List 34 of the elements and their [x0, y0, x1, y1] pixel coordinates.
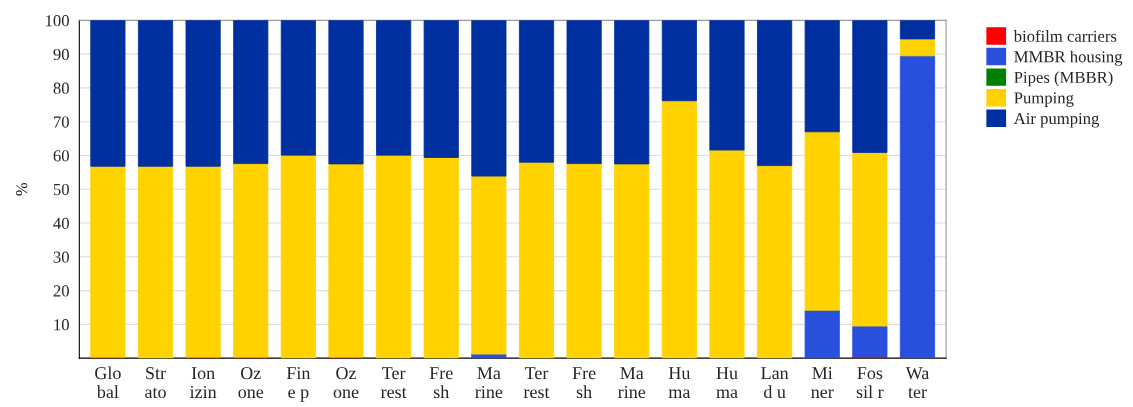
y-tick-label: 90 [53, 48, 69, 61]
y-tick-label: 20 [53, 285, 69, 297]
x-tick-label: Fin e p [286, 367, 311, 402]
x-tick-label: Ma rine [475, 367, 503, 399]
legend-label: MMBR housing [1014, 50, 1123, 66]
y-tick-label: 70 [54, 116, 69, 128]
y-tick-label: 100 [46, 15, 69, 27]
y-tick-label: 10 [54, 319, 69, 331]
x-tick-label: Mi ner [811, 367, 834, 399]
x-tick-label: Oz one [333, 367, 359, 399]
x-tick-label: Fre sh [572, 367, 596, 399]
x-tick-label: Str ato [145, 367, 166, 399]
y-tick-label: 50 [53, 183, 69, 196]
x-tick-label: Wa ter [905, 367, 930, 399]
x-tick-label: Fos sil r [856, 367, 884, 399]
x-tick-label: Lan d u [761, 367, 789, 399]
y-tick-label: 80 [53, 82, 69, 94]
x-tick-label: Glo bal [95, 366, 121, 399]
x-tick-label: Ma rine [618, 367, 646, 399]
legend-label: Pumping [1014, 92, 1074, 107]
legend-label: biofilm carriers [1013, 29, 1117, 42]
y-tick-label: 30 [53, 251, 69, 263]
x-tick-label: Oz one [238, 367, 264, 399]
x-tick-label: Ter rest [380, 367, 407, 399]
x-tick-label: Hu ma [716, 367, 738, 399]
x-tick-label: Ion izin [189, 367, 217, 398]
x-tick-label: Ter rest [523, 367, 550, 399]
y-axis-title: % [16, 182, 28, 196]
y-tick-label: 40 [53, 217, 69, 229]
x-tick-label: Fre sh [429, 367, 453, 399]
legend-label: Pipes (MBBR) [1014, 71, 1113, 87]
y-tick-label: 60 [53, 150, 69, 162]
x-tick-label: Hu ma [668, 367, 691, 399]
legend-label: Air pumping [1013, 112, 1100, 128]
